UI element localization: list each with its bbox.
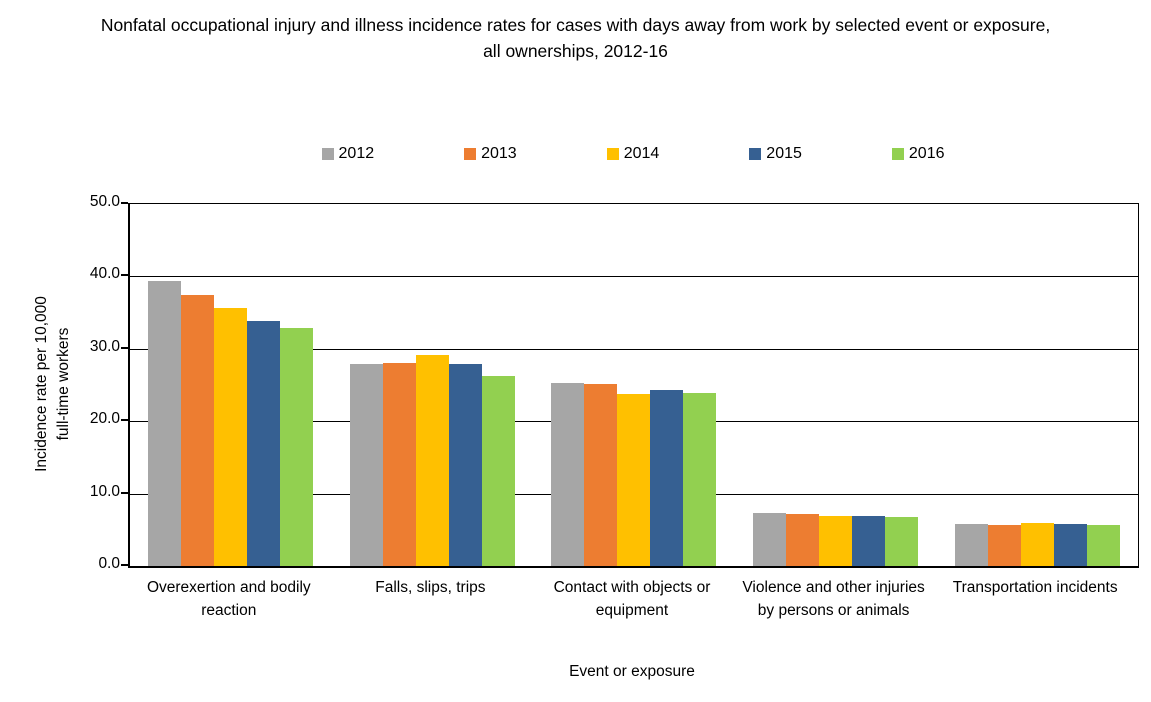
bar-2012 (954, 524, 988, 566)
bar-2012 (349, 364, 383, 566)
legend-swatch-2012 (321, 148, 334, 160)
bar-groups (130, 204, 1138, 566)
legend-item-2014: 2014 (606, 145, 660, 163)
y-tick-label-30.0: 30.0 (89, 337, 120, 355)
legend-swatch-2014 (606, 148, 619, 160)
legend-label: 2013 (481, 145, 517, 162)
legend-item-2016: 2016 (891, 145, 945, 163)
legend-label: 2012 (338, 145, 375, 162)
bar-2015 (1053, 524, 1087, 566)
bar-2016 (280, 327, 314, 566)
bar-2012 (148, 281, 182, 566)
y-tick-mark-40.0 (121, 274, 128, 277)
bar-2015 (448, 364, 482, 566)
bar-2016 (1086, 524, 1120, 566)
y-tick-label-0.0: 0.0 (98, 555, 120, 572)
legend-label: 2015 (766, 145, 802, 162)
bar-2014 (819, 516, 853, 566)
bar-group-4 (735, 204, 937, 566)
bar-2016 (885, 516, 919, 566)
bar-2016 (683, 392, 717, 566)
gridline-30 (130, 348, 1138, 350)
y-tick-label-10.0: 10.0 (89, 482, 120, 500)
bar-2014 (214, 308, 248, 566)
bar-group-3 (533, 204, 735, 566)
y-tick-mark-10.0 (121, 491, 128, 494)
bar-2013 (382, 363, 416, 566)
bar-2013 (181, 294, 215, 566)
bar-2013 (584, 383, 618, 566)
bar-2012 (753, 513, 787, 566)
bar-2012 (551, 382, 585, 566)
y-tick-mark-50.0 (121, 202, 128, 204)
bar-group-2 (332, 204, 534, 566)
legend-swatch-2015 (749, 148, 762, 160)
legend: 2012 2013 2014 2015 2016 (128, 145, 1138, 163)
y-tick-label-20.0: 20.0 (89, 410, 120, 428)
plot-area (128, 203, 1139, 568)
x-category-label-1: Overexertion and bodily reaction (146, 579, 311, 620)
bar-2014 (415, 354, 449, 566)
gridline-40 (130, 276, 1138, 278)
legend-swatch-2016 (891, 148, 904, 160)
x-category-label-5: Transportation incidents (952, 579, 1118, 596)
legend-item-2015: 2015 (749, 145, 802, 163)
y-axis-title-line1: Incidence rate per 10,000 (33, 296, 51, 472)
x-category-label-4: Violence and other injuries by persons o… (742, 579, 925, 620)
bar-2016 (481, 376, 515, 566)
y-tick-label-50.0: 50.0 (89, 193, 120, 210)
x-category-label-3: Contact with objects or equipment (553, 579, 711, 620)
bar-2015 (247, 320, 281, 566)
y-axis-title-line2: full-time workers (55, 327, 72, 441)
x-category-label-2: Falls, slips, trips (375, 579, 486, 596)
bar-2015 (650, 390, 684, 566)
x-axis-title: Event or exposure (569, 663, 695, 680)
y-tick-mark-30.0 (121, 346, 128, 349)
legend-label: 2014 (623, 145, 660, 162)
y-tick-mark-20.0 (121, 419, 128, 422)
bar-group-5 (936, 204, 1138, 566)
legend-item-2013: 2013 (464, 145, 517, 163)
bar-2013 (786, 513, 820, 566)
legend-swatch-2013 (464, 148, 477, 160)
x-axis-category-labels: Overexertion and bodily reaction Falls, s… (128, 576, 1136, 623)
legend-label: 2016 (908, 145, 945, 162)
bar-2013 (987, 524, 1021, 566)
legend-item-2012: 2012 (321, 145, 375, 163)
y-tick-label-40.0: 40.0 (89, 265, 120, 283)
y-tick-mark-0.0 (121, 564, 128, 566)
bar-2014 (1020, 522, 1054, 566)
bar-group-1 (130, 204, 332, 566)
bar-2015 (852, 516, 886, 566)
chart-title: Nonfatal occupational injury and illness… (100, 15, 1051, 62)
bar-2014 (617, 393, 651, 566)
